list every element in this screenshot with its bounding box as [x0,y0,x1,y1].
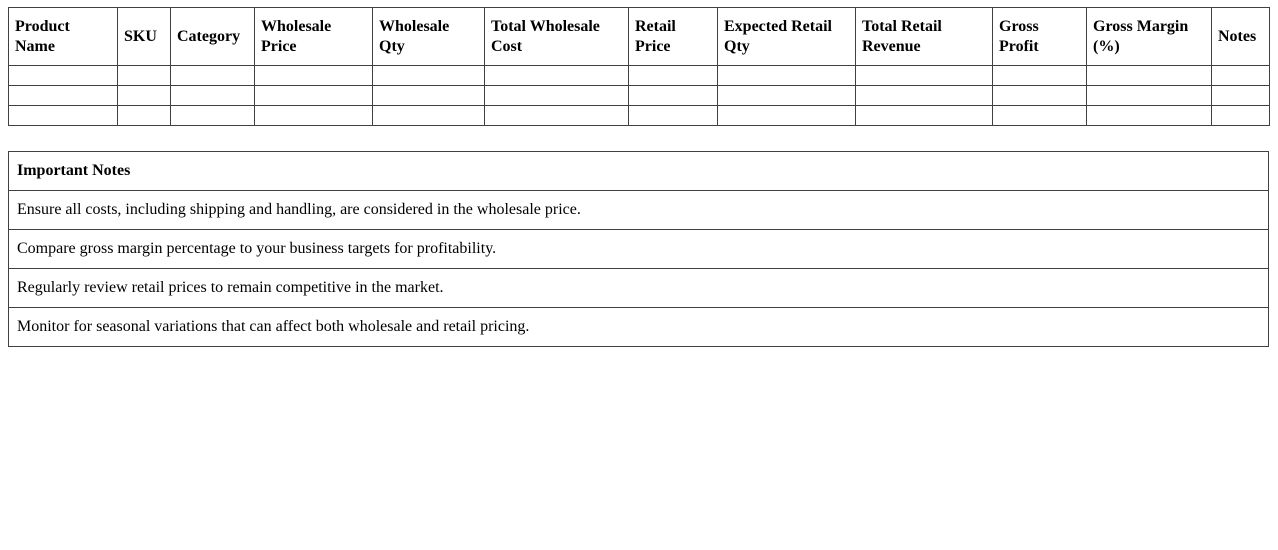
empty-cell [628,85,718,106]
col-header-total-wholesale-cost: Total Wholesale Cost [484,7,629,66]
empty-data-row [8,105,1270,126]
note-text: Ensure all costs, including shipping and… [8,190,1269,230]
empty-cell [117,85,171,106]
empty-cell [855,105,993,126]
note-row: Monitor for seasonal variations that can… [8,307,1269,347]
empty-cell [717,85,856,106]
empty-cell [170,85,255,106]
pricing-table: Product Name SKU Category Wholesale Pric… [8,7,1270,126]
empty-cell [254,85,373,106]
empty-cell [1211,105,1270,126]
empty-cell [717,65,856,86]
note-text: Monitor for seasonal variations that can… [8,307,1269,347]
important-notes-table: Important Notes Ensure all costs, includ… [8,151,1269,347]
note-row: Regularly review retail prices to remain… [8,268,1269,308]
col-header-gross-profit: Gross Profit [992,7,1087,66]
empty-cell [484,65,629,86]
pricing-table-header: Product Name SKU Category Wholesale Pric… [8,7,1270,66]
empty-cell [8,65,118,86]
col-header-retail-price: Retail Price [628,7,718,66]
col-header-notes: Notes [1211,7,1270,66]
document-page: Product Name SKU Category Wholesale Pric… [8,7,1270,347]
empty-cell [628,105,718,126]
empty-cell [628,65,718,86]
col-header-category: Category [170,7,255,66]
notes-title-row: Important Notes [8,151,1269,191]
empty-cell [484,85,629,106]
note-row: Compare gross margin percentage to your … [8,229,1269,269]
empty-cell [855,85,993,106]
empty-cell [372,65,485,86]
empty-data-row [8,85,1270,106]
empty-cell [992,65,1087,86]
empty-cell [1211,85,1270,106]
empty-cell [992,105,1087,126]
empty-cell [717,105,856,126]
notes-title: Important Notes [8,151,1269,191]
empty-data-row [8,65,1270,86]
empty-cell [117,65,171,86]
empty-cell [855,65,993,86]
col-header-product-name: Product Name [8,7,118,66]
col-header-wholesale-qty: Wholesale Qty [372,7,485,66]
empty-cell [484,105,629,126]
pricing-table-body [8,65,1270,126]
col-header-sku: SKU [117,7,171,66]
col-header-gross-margin: Gross Margin (%) [1086,7,1212,66]
empty-cell [1211,65,1270,86]
col-header-wholesale-price: Wholesale Price [254,7,373,66]
empty-cell [117,105,171,126]
empty-cell [170,105,255,126]
note-text: Compare gross margin percentage to your … [8,229,1269,269]
col-header-expected-retail-qty: Expected Retail Qty [717,7,856,66]
empty-cell [8,105,118,126]
empty-cell [1086,85,1212,106]
note-row: Ensure all costs, including shipping and… [8,190,1269,230]
empty-cell [372,85,485,106]
empty-cell [254,65,373,86]
col-header-total-retail-revenue: Total Retail Revenue [855,7,993,66]
empty-cell [1086,105,1212,126]
empty-cell [8,85,118,106]
empty-cell [254,105,373,126]
empty-cell [1086,65,1212,86]
empty-cell [372,105,485,126]
empty-cell [170,65,255,86]
note-text: Regularly review retail prices to remain… [8,268,1269,308]
header-row: Product Name SKU Category Wholesale Pric… [8,7,1270,66]
empty-cell [992,85,1087,106]
